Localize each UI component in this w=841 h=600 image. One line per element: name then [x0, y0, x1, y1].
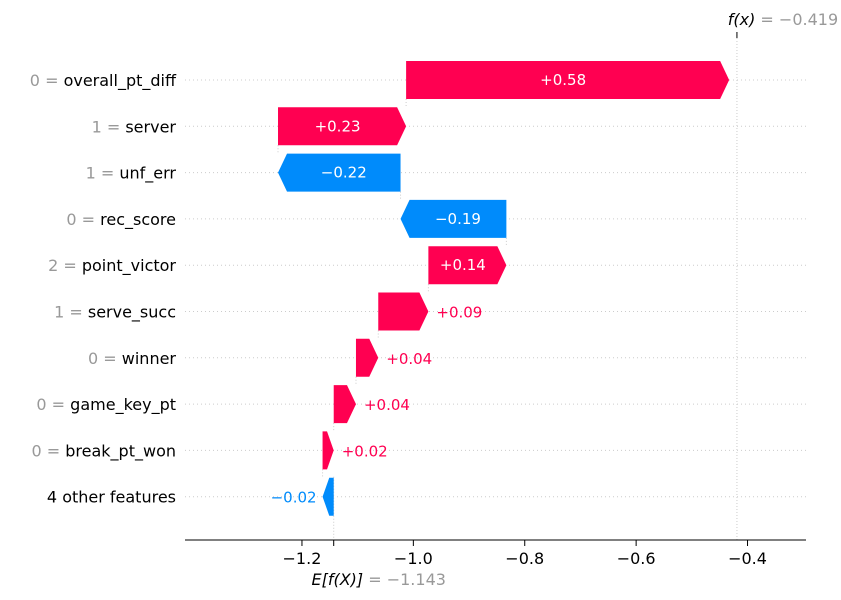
feature-name: break_pt_won: [65, 441, 176, 461]
x-tick-label: −0.4: [728, 549, 767, 568]
positive-bar: [333, 385, 356, 424]
feature-name: point_victor: [82, 256, 177, 276]
feature-name: game_key_pt: [70, 395, 176, 415]
feature-value: 0 =: [36, 395, 70, 414]
feature-value: 0 =: [88, 349, 122, 368]
feature-value: 0 =: [31, 441, 65, 460]
positive-bar: [378, 292, 429, 331]
feature-value: 1 =: [92, 117, 126, 136]
x-tick-label: −0.8: [505, 549, 544, 568]
negative-bar: [400, 199, 507, 238]
feature-label: 1 = unf_err: [86, 164, 177, 184]
feature-name: serve_succ: [88, 303, 176, 323]
x-axis: −1.2 −1.0 −0.8 −0.6 −0.4: [185, 539, 806, 568]
positive-bar: [278, 107, 407, 146]
feature-label: 4 other features: [47, 488, 176, 507]
feature-name: rec_score: [100, 210, 176, 230]
bar-value-label: +0.02: [342, 442, 388, 460]
feature-label: 0 = rec_score: [66, 210, 176, 230]
annotation-value: −1.143: [387, 570, 446, 589]
bar-value-label: +0.04: [364, 396, 410, 414]
feature-label: 0 = overall_pt_diff: [30, 71, 177, 91]
annotation-equals: =: [755, 10, 779, 29]
bar-value-label: +0.04: [386, 350, 432, 368]
value-annotations: f(x) = −0.419 E[f(X)] = −1.143: [311, 10, 838, 589]
feature-label: 0 = game_key_pt: [36, 395, 176, 415]
bar-value-label: −0.02: [271, 489, 317, 507]
bar-value-label: +0.23: [315, 117, 361, 135]
feature-value: 1 =: [86, 164, 120, 183]
feature-name: server: [125, 117, 176, 136]
negative-bar: [322, 477, 334, 516]
bar-value-label: −0.19: [435, 210, 481, 228]
feature-value: 2 =: [48, 256, 82, 275]
positive-bar: [322, 431, 334, 470]
feature-name: 4 other features: [47, 488, 176, 507]
bar-value-label: −0.22: [321, 164, 367, 182]
x-tick-label: −1.0: [394, 549, 433, 568]
bar-value-label: +0.58: [540, 71, 586, 89]
contribution-bars: [278, 61, 730, 516]
feature-label: 0 = winner: [88, 349, 176, 368]
positive-bar: [406, 61, 730, 99]
bar-value-label: +0.14: [440, 256, 486, 274]
feature-label: 1 = server: [92, 117, 177, 136]
annotation-value: −0.419: [779, 10, 838, 29]
x-tick-label: −0.6: [617, 549, 656, 568]
x-tick-label: −1.2: [283, 549, 322, 568]
negative-bar: [278, 153, 401, 192]
feature-name: winner: [122, 349, 177, 368]
annotation-math: f(x): [728, 10, 756, 29]
positive-bar: [355, 338, 379, 377]
base-value-annotation: E[f(X)] = −1.143: [311, 570, 445, 589]
feature-label: 1 = serve_succ: [54, 303, 176, 323]
feature-value: 1 =: [54, 303, 88, 322]
feature-label: 0 = break_pt_won: [31, 441, 176, 461]
annotation-math: E[f(X)]: [311, 570, 363, 589]
feature-value: 0 =: [30, 71, 64, 90]
annotation-equals: =: [363, 570, 387, 589]
feature-label: 2 = point_victor: [48, 256, 176, 276]
feature-name: unf_err: [119, 164, 176, 184]
positive-bar: [428, 246, 507, 285]
output-value-annotation: f(x) = −0.419: [728, 10, 838, 29]
feature-name: overall_pt_diff: [64, 71, 177, 91]
bar-value-label: +0.09: [436, 304, 482, 322]
feature-value: 0 =: [66, 210, 100, 229]
bar-labels: +0.58 +0.23 −0.22 −0.19 +0.14 +0.09 +0.04 +0.04…: [271, 71, 587, 507]
